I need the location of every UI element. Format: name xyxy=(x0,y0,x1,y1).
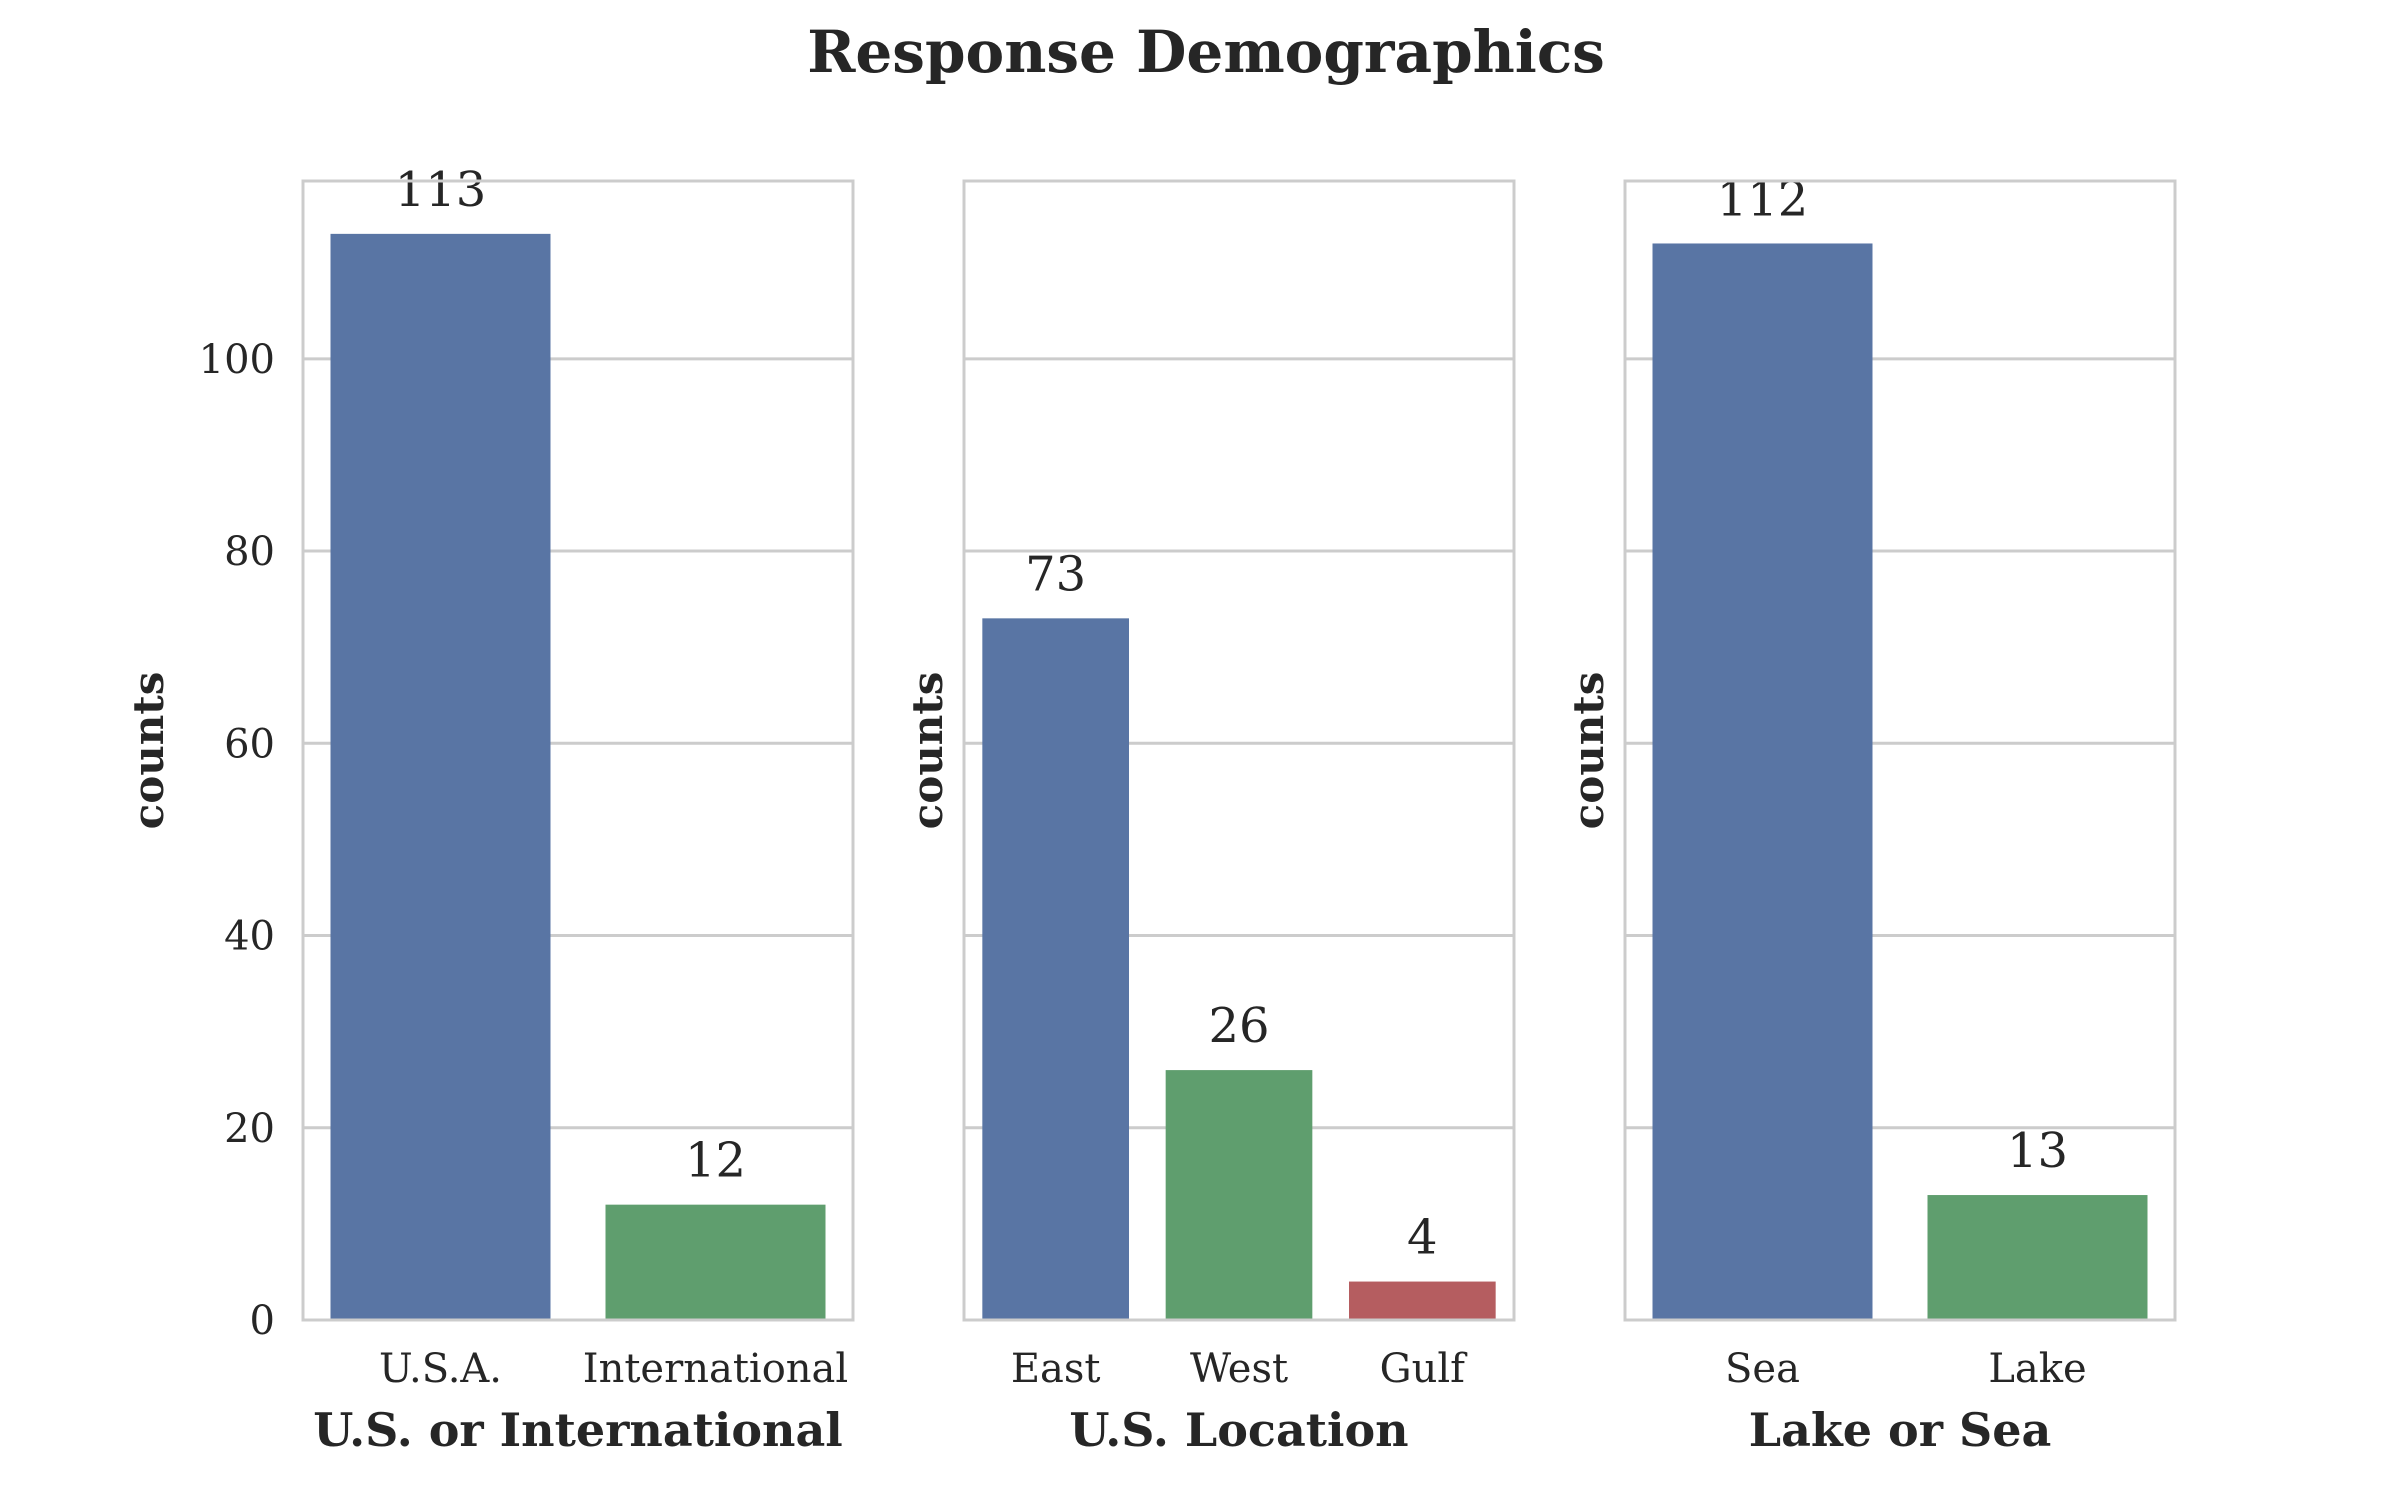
x-tick-label: Lake xyxy=(1988,1346,2086,1392)
bar-west xyxy=(1165,1070,1313,1320)
bar-u-s-a xyxy=(330,233,551,1320)
bar-value-label: 4 xyxy=(1407,1210,1438,1266)
y-axis-label: counts xyxy=(1564,672,1613,830)
bar-gulf xyxy=(1349,1281,1496,1320)
x-tick-label: U.S.A. xyxy=(379,1346,502,1392)
x-tick-label: International xyxy=(583,1346,848,1392)
y-axis-label: counts xyxy=(903,672,952,830)
bar-value-label: 26 xyxy=(1208,998,1269,1054)
x-tick-label: Gulf xyxy=(1380,1346,1469,1392)
bar-value-label: 12 xyxy=(685,1133,746,1189)
x-tick-label: West xyxy=(1190,1346,1288,1392)
y-tick-label: 100 xyxy=(199,337,275,383)
bar-east xyxy=(982,618,1129,1320)
axes-frame xyxy=(962,179,1516,1322)
bar-value-label: 73 xyxy=(1025,546,1086,602)
x-axis-label: Lake or Sea xyxy=(1749,1403,2052,1457)
bar-lake xyxy=(1927,1195,2148,1320)
x-tick-label: East xyxy=(1011,1346,1101,1392)
y-tick-label: 20 xyxy=(224,1106,275,1152)
y-axis-label: counts xyxy=(124,672,173,830)
y-tick-label: 60 xyxy=(224,721,275,767)
y-tick-label: 40 xyxy=(224,914,275,960)
bar-value-label: 113 xyxy=(395,162,487,218)
bar-international xyxy=(605,1204,826,1320)
x-tick-label: Sea xyxy=(1725,1346,1800,1392)
x-axis-label: U.S. Location xyxy=(1069,1403,1408,1457)
x-axis-label: U.S. or International xyxy=(313,1403,843,1457)
axes-frame xyxy=(1623,179,2177,1322)
bar-value-label: 13 xyxy=(2007,1123,2068,1179)
y-tick-label: 0 xyxy=(250,1298,275,1344)
bar-sea xyxy=(1652,243,1873,1320)
chart-title: Response Demographics xyxy=(807,18,1605,86)
axes-frame xyxy=(301,179,855,1322)
y-tick-label: 80 xyxy=(224,529,275,575)
